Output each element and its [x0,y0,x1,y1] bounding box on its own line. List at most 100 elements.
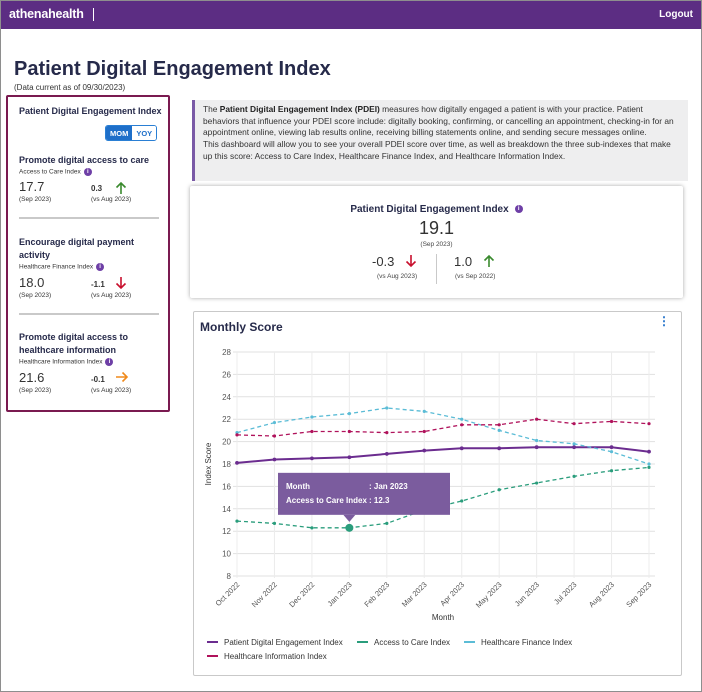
info-icon[interactable]: i [514,205,523,214]
page-title: Patient Digital Engagement Index [14,58,331,80]
series-line [236,407,650,465]
x-tick-label: Jun 2023 [513,580,541,608]
metric-subindex: Healthcare Information Index [19,358,103,366]
y-tick-label: 28 [222,348,231,357]
yoy-delta: 1.0 [454,254,473,269]
x-tick-label: Dec 2022 [287,580,316,609]
x-axis-label: Month [432,613,454,622]
data-point [497,428,501,432]
metric-title: Promote digital access to healthcare inf… [19,332,129,355]
data-point [572,445,576,450]
y-tick-label: 26 [222,370,231,379]
data-point [385,431,389,435]
description-intro: The [203,104,220,114]
description-paragraph-1: The Patient Digital Engagement Index (PD… [203,104,680,139]
mom-yoy-toggle: MOM YOY [105,125,158,141]
data-point [385,521,389,525]
series-line [236,446,650,464]
y-tick-label: 22 [222,415,231,424]
data-point [497,488,501,492]
y-tick-label: 20 [222,438,231,447]
metric-date: (Sep 2023) [19,387,52,394]
access-to-care-metric: Promote digital access to care Access to… [19,154,159,203]
arrow-up-icon [483,254,495,267]
data-point [460,417,464,421]
metric-value: 21.6 [19,370,45,385]
tooltip-label: Month [286,482,310,491]
metric-comparison: (vs Aug 2023) [91,196,132,203]
data-point [534,445,539,450]
data-point [647,422,651,426]
data-point [460,499,464,503]
top-bar: athenahealth Logout [1,1,701,29]
metric-value: 17.7 [19,179,45,194]
data-point [310,526,314,530]
x-tick-label: Jan 2023 [326,580,354,608]
tooltip-value: : Jan 2023 [369,482,408,491]
x-tick-label: Jul 2023 [552,580,578,606]
arrow-right-icon [116,371,129,383]
metric-delta: -1.1 [91,280,105,289]
x-tick-label: Mar 2023 [400,580,429,609]
info-icon[interactable]: i [83,168,92,176]
y-tick-label: 10 [222,550,231,559]
score-divider [436,254,437,284]
yoy-toggle-button[interactable]: YOY [132,126,157,140]
arrow-down-path [115,277,127,290]
data-point [235,433,239,437]
chart-title: Monthly Score [200,320,283,334]
x-tick-label: Sep 2023 [624,580,653,609]
mom-toggle-button[interactable]: MOM [106,126,133,140]
info-icon[interactable]: i [96,263,105,271]
athenahealth-logo: athenahealth [9,7,84,21]
x-tick-label: May 2023 [474,580,504,610]
legend-label: Healthcare Finance Index [481,638,572,647]
y-axis-label: Index Score [204,442,213,485]
data-point [497,446,502,451]
data-point [460,423,464,427]
metric-subindex: Healthcare Finance Index [19,263,94,271]
info-icon[interactable]: i [105,358,114,366]
pdei-score-date: (Sep 2023) [420,241,453,248]
data-point [609,469,614,473]
data-point [572,474,576,478]
score-card-title: Patient Digital Engagement Index i [190,204,683,215]
series-line [236,418,650,437]
data-point [572,442,576,446]
legend-label: Patient Digital Engagement Index [224,638,343,647]
metric-separator [19,217,159,219]
x-tick-label: Feb 2023 [362,580,391,609]
data-point [272,420,277,425]
data-point [384,452,389,456]
metric-comparison: (vs Aug 2023) [91,387,132,394]
tooltip-value: : 12.3 [369,496,390,505]
data-point [347,412,351,416]
metric-value: 18.0 [19,275,45,290]
metric-comparison: (vs Aug 2023) [91,292,132,299]
mom-comparison: (vs Aug 2023) [377,273,418,280]
healthcare-information-metric: Promote digital access to healthcare inf… [19,331,159,394]
logout-button[interactable]: Logout [659,9,693,20]
highlighted-point [345,523,354,532]
tooltip-pointer [343,514,356,522]
pdei-summary-panel: Patient Digital Engagement Index MOM YOY… [6,95,170,412]
metric-title: Promote digital access to care [19,155,150,165]
tooltip-box [278,472,450,515]
data-point [647,462,651,466]
data-point [347,429,351,434]
pdei-description: The Patient Digital Engagement Index (PD… [192,100,688,181]
y-tick-label: 16 [222,482,231,491]
data-point [235,460,239,465]
arrow-down-path [405,255,417,268]
data-point [422,448,427,453]
mom-delta: -0.3 [372,254,395,269]
monthly-score-card: Monthly Score ⋮ [193,311,682,676]
arrow-down-icon [405,255,417,268]
data-point [310,429,314,434]
y-tick-label: 8 [227,572,232,581]
description-rest: measures how digitally engaged a patient… [203,104,674,138]
tooltip-label: Access to Care Index [286,496,367,505]
data-point [272,521,277,525]
data-point [535,438,539,443]
data-point [609,450,614,454]
